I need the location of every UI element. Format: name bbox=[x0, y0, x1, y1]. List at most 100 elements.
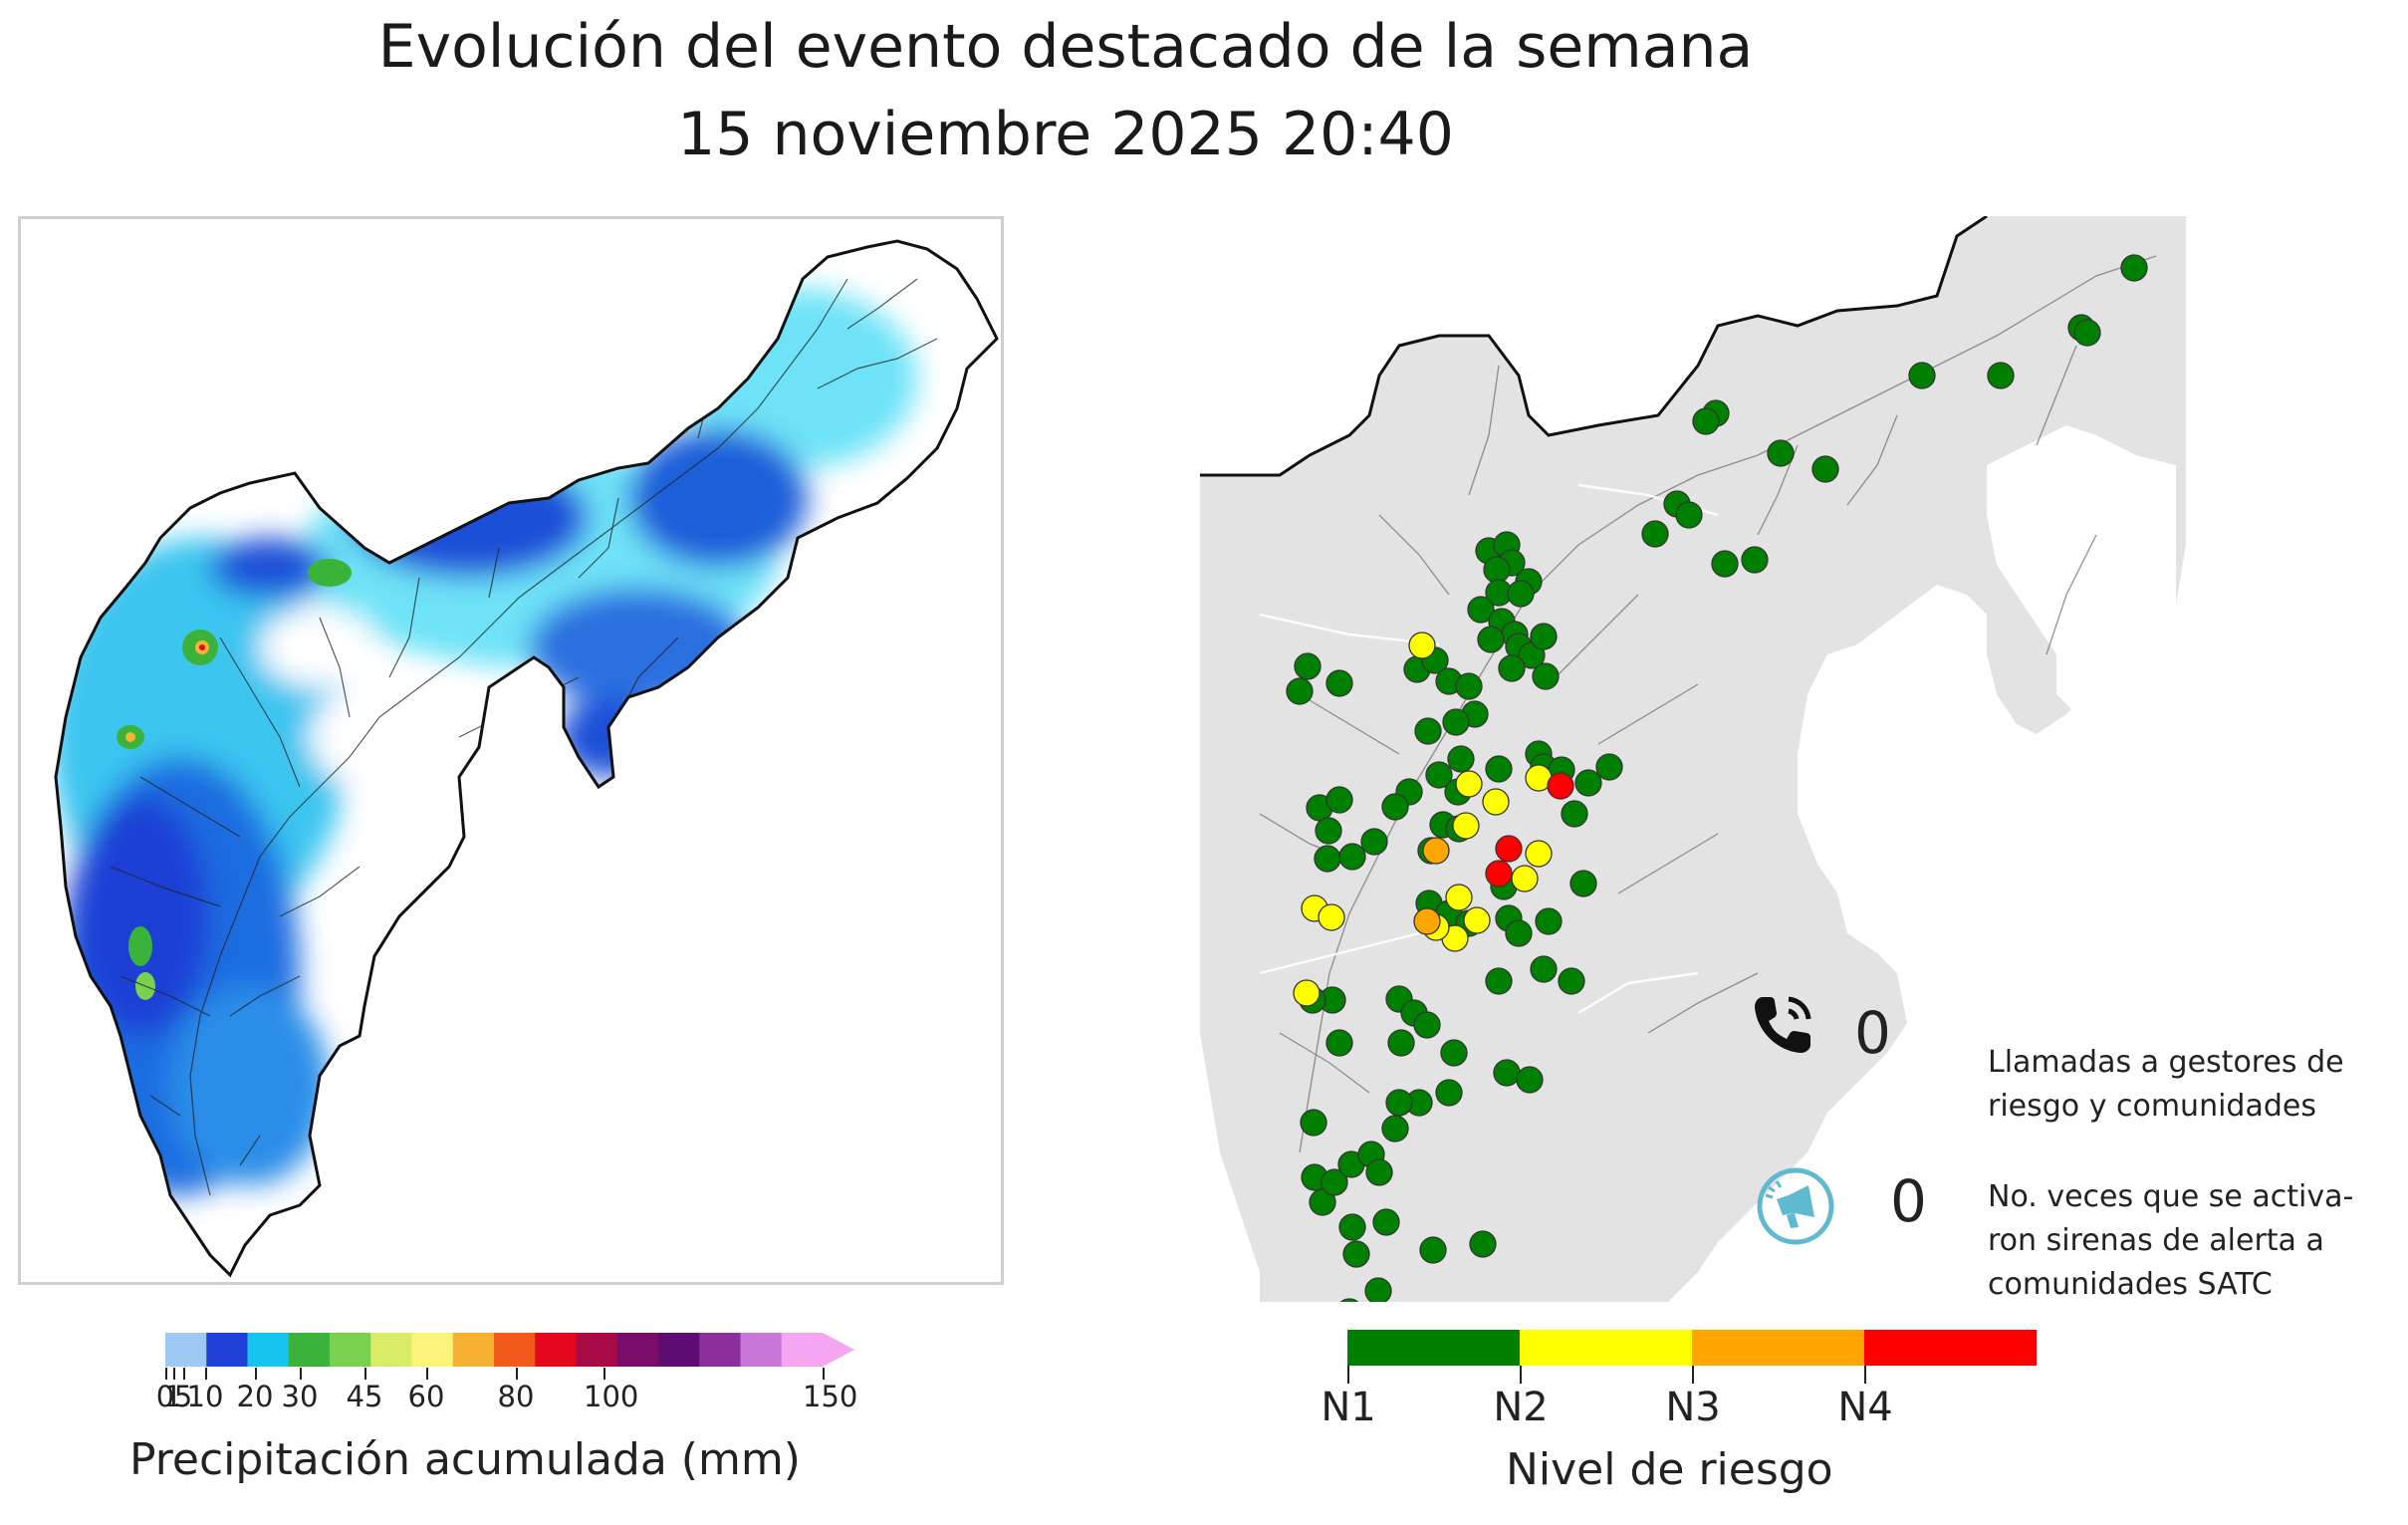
colorbar-segment bbox=[616, 1333, 659, 1367]
colorbar-segment bbox=[658, 1333, 700, 1367]
colorbar-tick-mark bbox=[603, 1368, 605, 1380]
colorbar-tick-label: 5 bbox=[173, 1380, 193, 1413]
colorbar-tick-mark bbox=[205, 1368, 207, 1380]
colorbar-tick-mark bbox=[364, 1368, 366, 1380]
risk-station-marker bbox=[1595, 753, 1623, 781]
risk-level-n2-swatch bbox=[1520, 1330, 1692, 1366]
colorbar-segment bbox=[740, 1333, 783, 1367]
risk-station-marker bbox=[1692, 407, 1720, 435]
risk-station-marker bbox=[1516, 1066, 1544, 1094]
risk-station-marker bbox=[1325, 669, 1353, 697]
precipitation-colorbar bbox=[165, 1330, 862, 1370]
risk-station-marker bbox=[1387, 1029, 1415, 1057]
risk-station-marker bbox=[1908, 362, 1936, 389]
risk-station-marker bbox=[1711, 550, 1739, 578]
risk-station-marker bbox=[2073, 319, 2101, 347]
colorbar-tick-label: 10 bbox=[186, 1380, 224, 1413]
page-subtitle-date: 15 noviembre 2025 20:40 bbox=[677, 100, 1454, 169]
colorbar-segment bbox=[576, 1333, 618, 1367]
risk-station-marker bbox=[1574, 769, 1602, 797]
risk-station-marker bbox=[1569, 870, 1597, 897]
risk-station-marker bbox=[1338, 1213, 1366, 1241]
risk-station-marker bbox=[1435, 1079, 1463, 1107]
risk-station-marker bbox=[1547, 772, 1574, 800]
risk-station-marker bbox=[1385, 1089, 1413, 1117]
colorbar-tick-mark bbox=[173, 1368, 175, 1380]
risk-station-marker bbox=[1325, 786, 1353, 814]
colorbar-tick-label: 1 bbox=[163, 1380, 183, 1413]
colorbar-segment bbox=[411, 1333, 454, 1367]
risk-station-marker bbox=[1440, 1039, 1468, 1067]
risk-station-marker bbox=[1294, 652, 1322, 680]
risk-station-marker bbox=[1675, 501, 1703, 529]
colorbar-tick-label: 150 bbox=[803, 1380, 858, 1413]
colorbar-segment bbox=[494, 1333, 536, 1367]
colorbar-segment bbox=[288, 1333, 331, 1367]
risk-station-marker bbox=[1495, 835, 1523, 863]
colorbar-segment bbox=[330, 1333, 371, 1367]
risk-station-marker bbox=[1530, 955, 1558, 983]
colorbar-segment bbox=[370, 1333, 412, 1367]
risk-level-n1-swatch bbox=[1347, 1330, 1520, 1366]
risk-station-marker bbox=[1505, 919, 1533, 947]
risk-station-marker bbox=[1338, 843, 1366, 871]
colorbar-tick-mark bbox=[426, 1368, 428, 1380]
colorbar-segment bbox=[699, 1333, 741, 1367]
colorbar-tick-mark bbox=[516, 1368, 518, 1380]
colorbar-tick-label: 20 bbox=[236, 1380, 274, 1413]
risk-station-marker bbox=[1325, 1029, 1353, 1057]
risk-station-marker bbox=[1339, 1298, 1359, 1302]
sirens-count: 0 bbox=[1890, 1167, 1927, 1235]
colorbar-segment bbox=[535, 1333, 577, 1367]
page-title: Evolución del evento destacado de la sem… bbox=[377, 12, 1754, 82]
risk-station-marker bbox=[1342, 1240, 1370, 1268]
risk-station-marker bbox=[1485, 860, 1513, 888]
colorbar-tick-label: 0 bbox=[155, 1380, 175, 1413]
colorbar-segment bbox=[247, 1333, 290, 1367]
risk-level-map bbox=[1200, 216, 2186, 1302]
colorbar-tick-label: 30 bbox=[281, 1380, 319, 1413]
risk-station-marker bbox=[1561, 800, 1588, 828]
risk-level-n3-swatch bbox=[1692, 1330, 1864, 1366]
colorbar-tick-mark bbox=[823, 1368, 825, 1380]
risk-station-marker bbox=[1483, 556, 1511, 584]
colorbar-segment bbox=[165, 1333, 207, 1367]
risk-station-marker bbox=[1485, 967, 1513, 995]
risk-station-marker bbox=[1511, 865, 1539, 892]
risk-station-marker bbox=[1452, 812, 1480, 840]
risk-station-marker bbox=[1442, 708, 1470, 736]
risk-station-marker bbox=[1414, 717, 1442, 745]
risk-station-marker bbox=[1425, 761, 1453, 789]
calls-count: 0 bbox=[1854, 999, 1891, 1067]
risk-station-marker bbox=[1535, 907, 1563, 935]
risk-tick-n4: N4 bbox=[1837, 1385, 1893, 1430]
risk-station-marker bbox=[1413, 907, 1441, 935]
risk-station-marker bbox=[1364, 1277, 1392, 1302]
colorbar-tick-mark bbox=[300, 1368, 302, 1380]
risk-station-marker bbox=[1381, 1115, 1409, 1143]
risk-tick-n1: N1 bbox=[1321, 1385, 1376, 1430]
risk-tick-n3: N3 bbox=[1665, 1385, 1721, 1430]
colorbar-tick-label: 100 bbox=[584, 1380, 639, 1413]
colorbar-tick-mark bbox=[255, 1368, 257, 1380]
risk-station-marker bbox=[1741, 546, 1769, 574]
risk-station-marker bbox=[1422, 837, 1450, 865]
risk-tick-n2: N2 bbox=[1493, 1385, 1549, 1430]
precipitation-map bbox=[18, 216, 1004, 1285]
risk-legend-label: Nivel de riesgo bbox=[1506, 1444, 1833, 1495]
colorbar-segment bbox=[781, 1333, 824, 1367]
risk-station-marker bbox=[1467, 596, 1495, 624]
risk-station-marker bbox=[1447, 745, 1475, 773]
risk-station-marker bbox=[1463, 906, 1491, 934]
risk-station-marker bbox=[1530, 623, 1558, 650]
risk-station-marker bbox=[1381, 793, 1409, 821]
risk-stations-layer bbox=[1286, 254, 2148, 1302]
risk-level-legend bbox=[1347, 1330, 2037, 1366]
colorbar-segment bbox=[206, 1333, 248, 1367]
risk-station-marker bbox=[1321, 1168, 1348, 1196]
risk-station-marker bbox=[1641, 520, 1669, 548]
risk-station-marker bbox=[1360, 828, 1388, 856]
risk-station-marker bbox=[1987, 362, 2015, 389]
colorbar-tick-label: 60 bbox=[407, 1380, 445, 1413]
risk-station-marker bbox=[1507, 580, 1535, 608]
